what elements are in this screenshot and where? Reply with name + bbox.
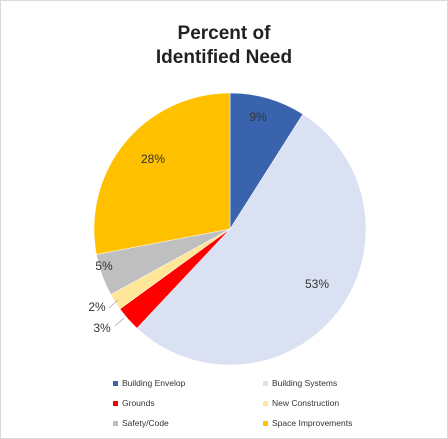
legend-label: Space Improvements (272, 418, 353, 428)
legend-label: Grounds (122, 398, 155, 408)
legend-swatch (113, 380, 118, 386)
data-label-grounds: 3% (93, 321, 111, 335)
legend-item-safety-code: Safety/Code (113, 418, 169, 428)
legend-swatch (263, 420, 268, 426)
legend-swatch (263, 380, 268, 386)
legend-swatch (263, 400, 268, 406)
data-label-new-construction: 2% (88, 300, 106, 314)
data-label-space-improvements: 28% (141, 152, 165, 166)
data-label-safety-code: 5% (95, 259, 113, 273)
data-label-building-systems: 53% (305, 277, 329, 291)
pie-slice-building-systems (136, 113, 367, 366)
data-label-building-envelop: 9% (249, 110, 267, 124)
pie-slice-space-improvements (93, 92, 231, 255)
legend-swatch (113, 420, 118, 426)
legend-label: New Construction (272, 398, 340, 408)
legend-label: Building Envelop (122, 378, 186, 388)
legend-label: Safety/Code (122, 418, 169, 428)
legend-item-building-envelop: Building Envelop (113, 378, 185, 388)
leader-line-grounds (114, 317, 125, 327)
legend-item-new-construction: New Construction (263, 398, 339, 408)
chart-title-line-1: Percent of (177, 23, 271, 44)
legend-swatch (113, 400, 118, 406)
legend-item-space-improvements: Space Improvements (263, 418, 352, 428)
legend-item-grounds: Grounds (113, 398, 155, 408)
legend-label: Building Systems (272, 378, 338, 388)
legend-item-building-systems: Building Systems (263, 378, 337, 388)
chart-title-line-2: Identified Need (155, 47, 293, 68)
leader-line-new-construction (108, 299, 119, 309)
